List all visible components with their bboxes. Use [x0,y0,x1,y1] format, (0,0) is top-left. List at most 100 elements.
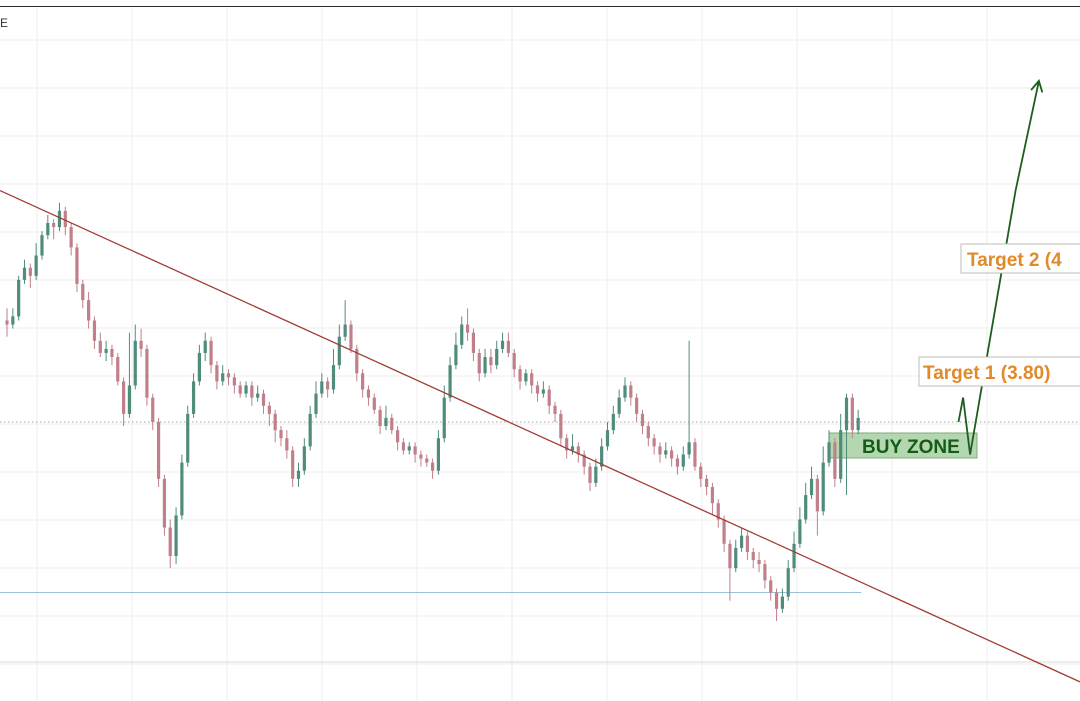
candle [477,348,481,382]
candle [232,373,236,394]
candle-body [168,527,172,556]
candle [763,560,767,589]
candle [576,442,580,463]
candle-body [530,373,534,386]
candle-body [821,462,825,512]
candle [524,369,528,386]
candle-body [87,300,91,321]
candle [209,336,213,374]
candle-body [594,466,598,483]
candle [296,462,301,487]
candle-body [250,385,254,398]
candle [675,454,680,475]
candle-body [460,324,464,345]
candle [256,385,260,402]
candle-body [337,336,341,366]
candle-body [326,381,330,390]
candle [850,393,854,439]
candle [331,348,336,394]
candle-body [139,340,143,349]
candle [226,369,231,386]
candle-body [209,340,213,366]
candle [786,560,790,601]
candle-body [739,535,744,548]
candle-body [745,535,750,552]
candle [104,340,108,362]
candle-body [302,446,306,471]
candle [460,316,464,349]
candle [174,507,178,565]
candle [81,279,85,309]
candle-body [524,373,528,382]
candle [798,507,802,548]
candle-body [699,466,703,479]
candle-body [279,430,283,439]
candle [69,223,73,256]
candle-body [232,377,236,386]
candle-body [483,357,487,374]
candle [122,377,126,427]
candle [693,438,697,471]
candle [670,446,674,467]
candle-body [390,417,394,431]
candle [127,332,132,418]
candle [22,259,27,284]
candle-body [611,413,615,431]
candle-body [617,397,621,414]
annotation-layer: Target 2 (4 Target 1 (3.80) BUY ZONE [862,79,1080,458]
candlestick-series [5,202,860,621]
candle [821,446,825,516]
candle-body [40,235,44,256]
candle [425,454,429,467]
candle-body [448,365,452,398]
candle-body [640,413,645,427]
candle [326,377,330,398]
candle [87,292,91,329]
candle-body [361,373,365,390]
candle [390,413,394,435]
candle [40,231,44,260]
candle [92,316,97,349]
candle-body [541,389,545,394]
candle-body [693,442,697,467]
candle-body [489,357,493,366]
candle [699,462,703,487]
candle-body [267,405,271,414]
candle [745,531,750,561]
candle [221,365,225,386]
candle-body [413,446,417,455]
candle [716,499,720,528]
candle [535,381,540,402]
candle-body [296,470,301,479]
candle [530,369,534,394]
candle-body [565,438,569,451]
candle-body [69,227,73,248]
candle [401,438,406,455]
candle-body [518,369,522,382]
candle-body [629,385,633,398]
candle [751,547,755,569]
candle [273,409,277,443]
candle [156,417,161,487]
candle [384,405,388,431]
candle [396,426,400,451]
candle-body [465,324,470,333]
candle-body [221,373,225,382]
candle-body [833,442,837,479]
candle-body [500,340,505,349]
candle-body [506,340,510,353]
candle-body [384,417,388,427]
candle [186,405,190,467]
candle-body [576,446,580,455]
candle-body [180,462,184,516]
candle [471,328,475,362]
candle [728,539,732,601]
candle [710,482,715,516]
candle [769,576,773,601]
candle [430,458,435,479]
candle-body [471,332,475,353]
candle-body [331,365,336,390]
candle-body [582,454,586,467]
